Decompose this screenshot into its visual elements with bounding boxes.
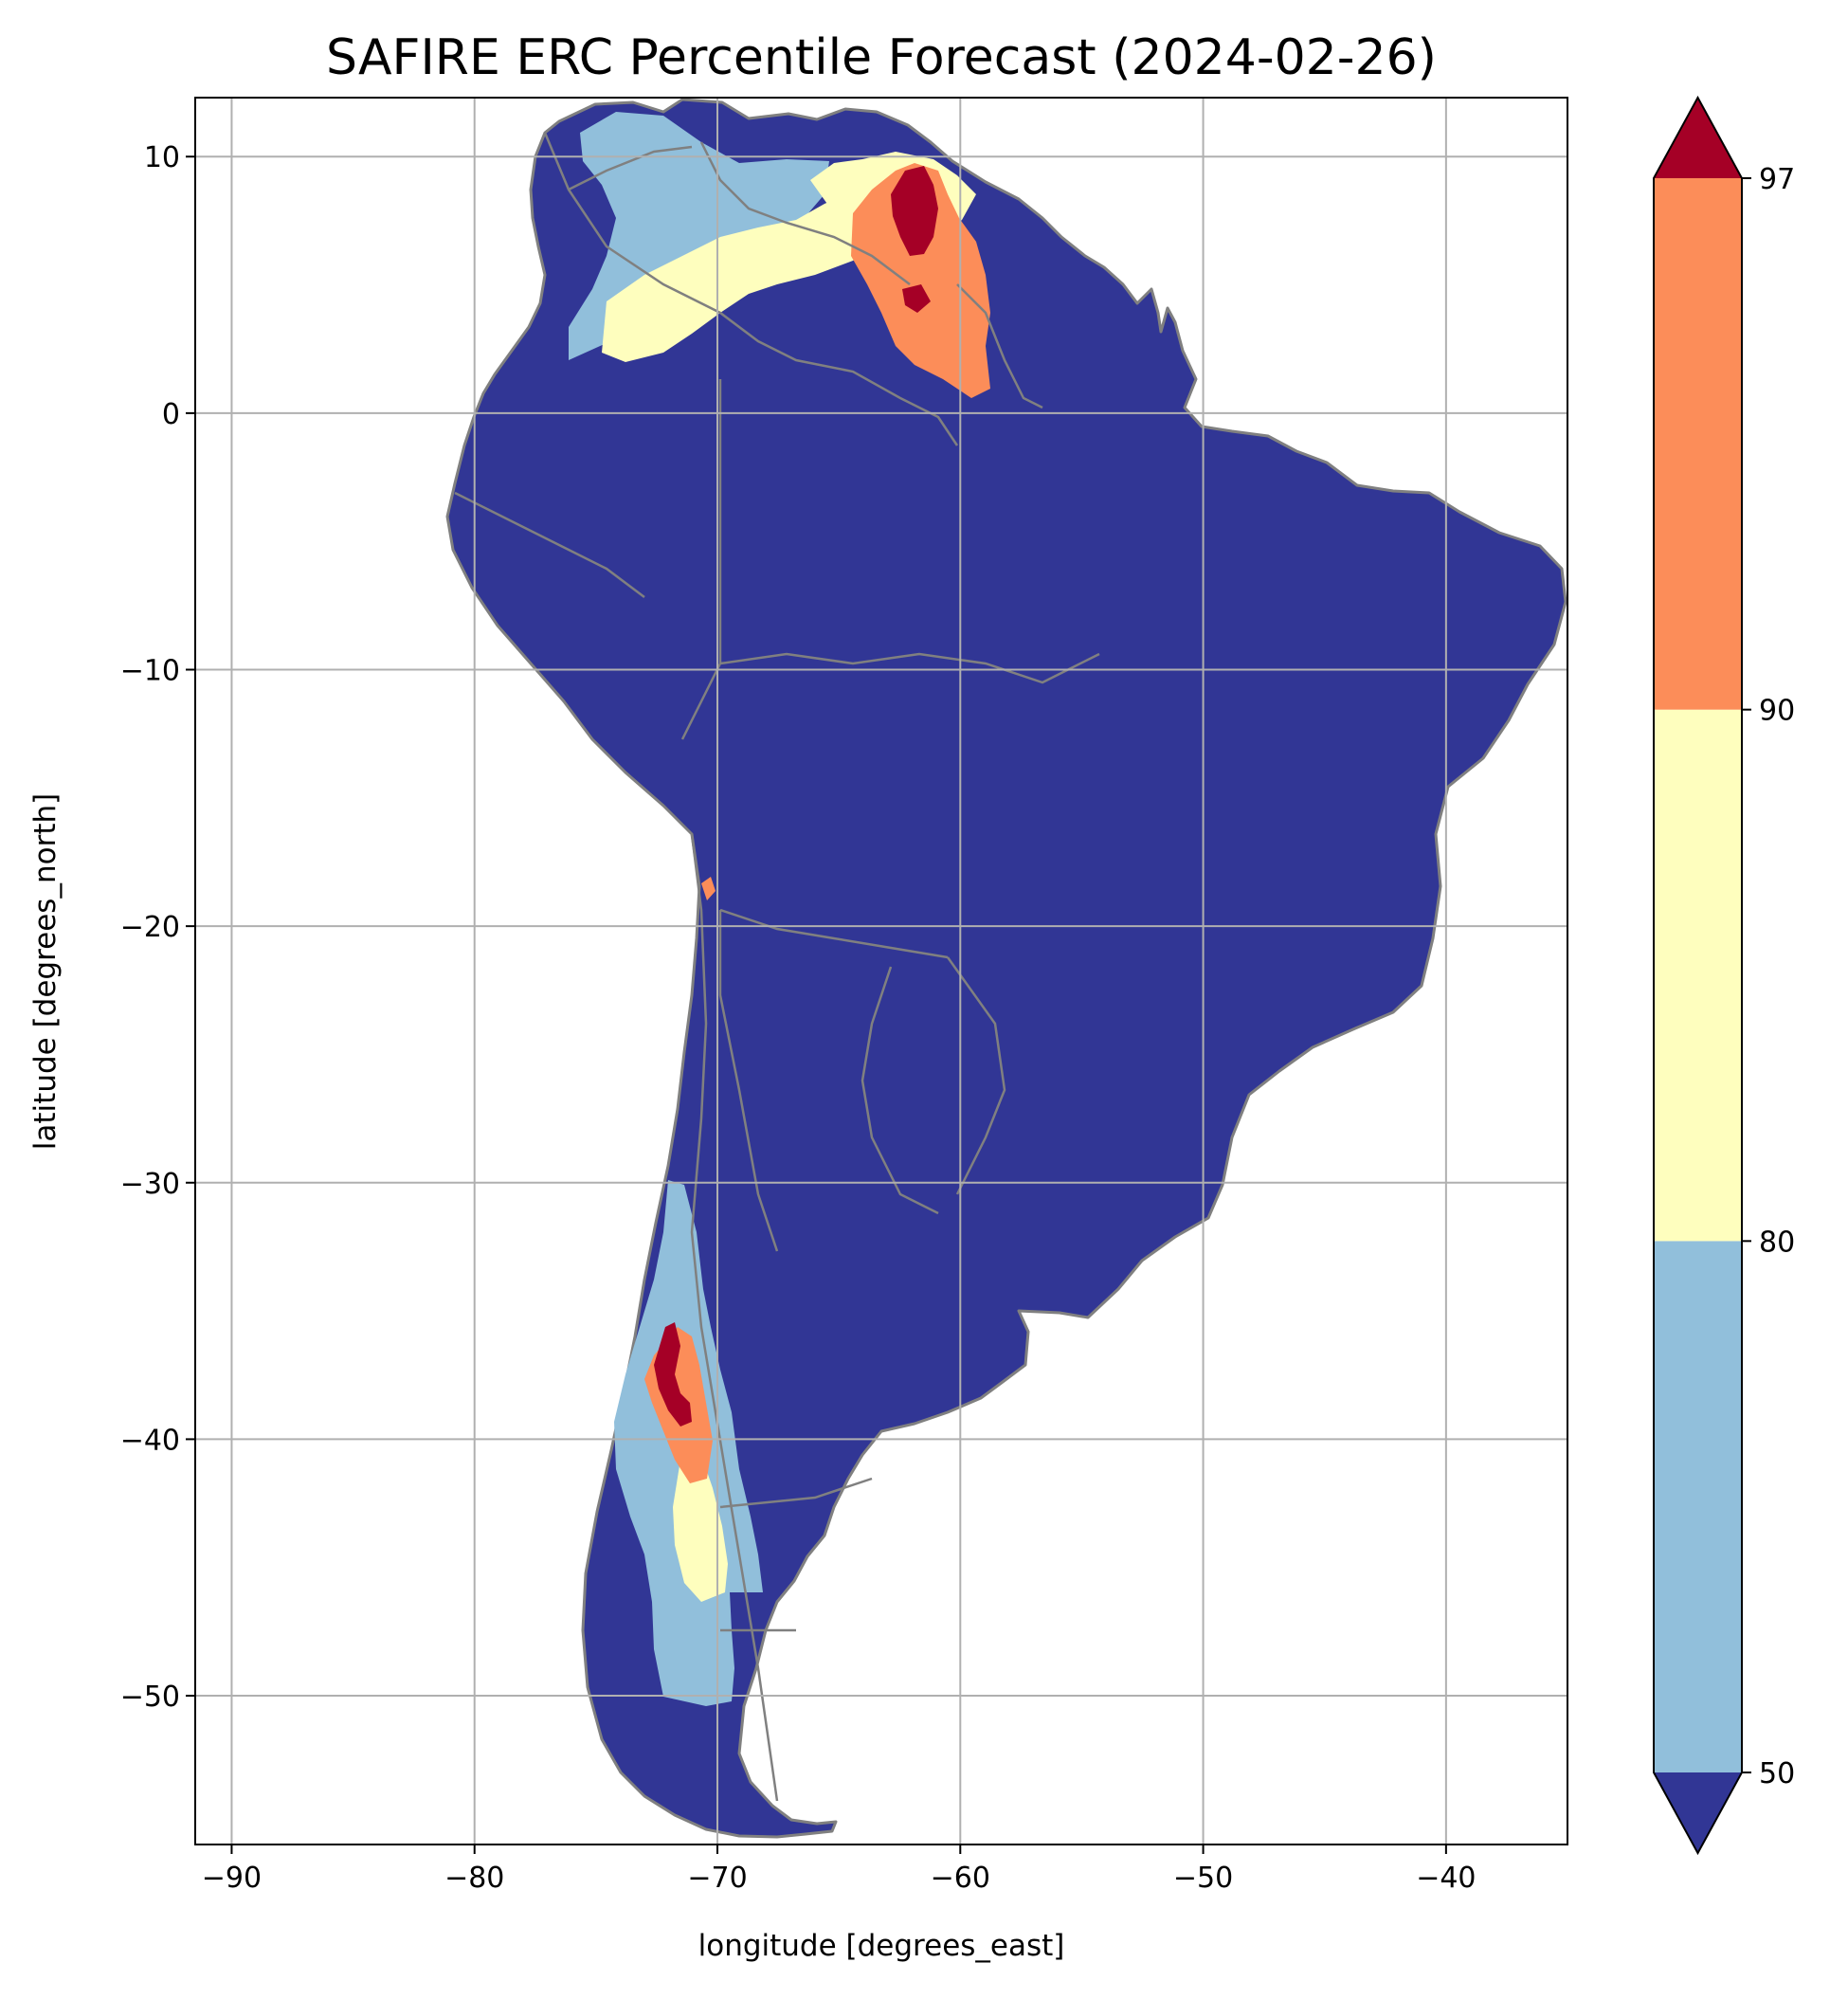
colorbar-band bbox=[1654, 709, 1742, 1242]
y-tick-label: −40 bbox=[120, 1424, 180, 1457]
x-tick-label: −40 bbox=[1416, 1862, 1476, 1895]
colorbar: 50 80 90 97 bbox=[1653, 95, 1795, 1856]
region-venezuela-90-97 bbox=[851, 163, 990, 398]
y-axis: 10 0 −10 −20 −30 −40 −50 bbox=[120, 141, 195, 1714]
map-area bbox=[445, 98, 1567, 1839]
south-america-landmass bbox=[445, 98, 1567, 1839]
y-tick-label: −30 bbox=[120, 1168, 180, 1201]
colorbar-tick-label: 90 bbox=[1759, 695, 1795, 728]
region-chile-80-90 bbox=[673, 1455, 728, 1602]
x-axis: −90 −80 −70 −60 −50 −40 bbox=[202, 1845, 1477, 1895]
colorbar-tick-label: 80 bbox=[1759, 1226, 1795, 1259]
colorbar-extend-min bbox=[1654, 1772, 1742, 1853]
x-tick-label: −90 bbox=[202, 1862, 262, 1895]
country-borders bbox=[454, 132, 1100, 1802]
region-llanos-80-90 bbox=[602, 180, 896, 362]
colorbar-tick-label: 97 bbox=[1759, 163, 1795, 196]
y-axis-label: latitude [degrees_north] bbox=[28, 793, 63, 1150]
axes-frame bbox=[194, 97, 1568, 1845]
x-tick-label: −70 bbox=[687, 1862, 747, 1895]
gridlines bbox=[195, 98, 1567, 1845]
x-axis-label: longitude [degrees_east] bbox=[698, 1929, 1065, 1963]
percentile-overlay bbox=[569, 112, 990, 1706]
colorbar-extend-max bbox=[1654, 98, 1742, 178]
y-tick-label: −10 bbox=[120, 655, 180, 688]
region-coast-90-97 bbox=[701, 877, 716, 900]
colorbar-band bbox=[1654, 1241, 1742, 1772]
colorbar-band bbox=[1654, 178, 1742, 710]
x-tick-label: −50 bbox=[1173, 1862, 1233, 1895]
colorbar-tick-label: 50 bbox=[1759, 1757, 1795, 1790]
y-tick-label: 10 bbox=[144, 141, 180, 174]
region-chile-97-plus bbox=[654, 1322, 692, 1427]
x-tick-label: −60 bbox=[931, 1862, 990, 1895]
y-tick-label: −50 bbox=[120, 1681, 180, 1714]
region-venezuela-97-plus-a bbox=[891, 166, 938, 256]
y-tick-label: 0 bbox=[162, 398, 180, 431]
region-venezuela-97-plus-b bbox=[902, 284, 931, 313]
x-tick-label: −80 bbox=[444, 1862, 504, 1895]
y-tick-label: −20 bbox=[120, 911, 180, 944]
chart-title: SAFIRE ERC Percentile Forecast (2024-02-… bbox=[326, 29, 1437, 86]
